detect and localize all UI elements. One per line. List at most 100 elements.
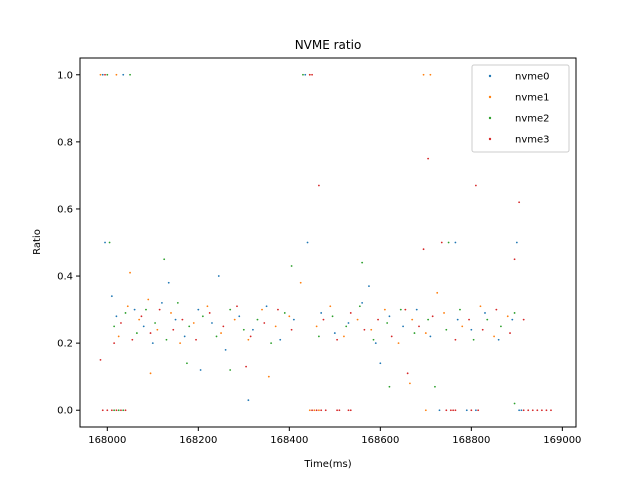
data-point bbox=[317, 409, 320, 412]
data-point bbox=[311, 409, 313, 412]
data-point bbox=[292, 318, 295, 321]
data-point bbox=[113, 409, 116, 412]
data-point bbox=[347, 322, 350, 324]
data-point bbox=[290, 328, 293, 331]
data-point bbox=[349, 312, 352, 314]
data-point bbox=[518, 409, 521, 412]
data-point bbox=[386, 322, 389, 324]
data-point bbox=[447, 241, 450, 244]
x-tick-label: 168200 bbox=[179, 435, 217, 446]
y-axis: 0.0 0.2 0.4 0.6 0.8 1.0 bbox=[57, 70, 80, 417]
data-point bbox=[336, 409, 339, 412]
data-point bbox=[99, 359, 102, 361]
data-point bbox=[474, 184, 477, 187]
data-point bbox=[172, 328, 175, 331]
data-point bbox=[233, 318, 236, 321]
data-point bbox=[149, 372, 152, 375]
data-point bbox=[261, 308, 263, 311]
data-point bbox=[322, 318, 325, 321]
data-point bbox=[238, 315, 241, 318]
data-point bbox=[331, 315, 334, 318]
data-point bbox=[429, 335, 432, 338]
data-point bbox=[363, 328, 366, 331]
data-point bbox=[195, 338, 197, 341]
data-point bbox=[129, 271, 131, 274]
data-point bbox=[110, 409, 113, 412]
data-point bbox=[452, 409, 455, 412]
data-point bbox=[101, 73, 104, 76]
data-point bbox=[445, 409, 448, 412]
series-nvme1 bbox=[99, 73, 509, 412]
data-point bbox=[520, 409, 523, 412]
data-point bbox=[349, 409, 352, 412]
data-point bbox=[183, 335, 186, 338]
data-point bbox=[358, 305, 361, 308]
data-point bbox=[333, 332, 336, 334]
data-point bbox=[345, 325, 348, 328]
data-point bbox=[484, 312, 486, 314]
data-point bbox=[472, 338, 475, 341]
data-point bbox=[115, 315, 118, 318]
data-point bbox=[445, 328, 448, 331]
data-point bbox=[413, 332, 416, 334]
data-point bbox=[449, 409, 452, 412]
data-point bbox=[397, 342, 400, 345]
data-point bbox=[154, 322, 156, 324]
data-point bbox=[147, 298, 150, 301]
legend-marker bbox=[488, 95, 492, 99]
legend-entry-nvme0: nvme0 bbox=[515, 72, 550, 83]
data-point bbox=[113, 342, 116, 345]
data-point bbox=[422, 248, 425, 251]
data-point bbox=[167, 281, 170, 284]
data-point bbox=[506, 315, 509, 318]
y-axis-label: Ratio bbox=[32, 229, 43, 255]
series-nvme3 bbox=[99, 73, 552, 412]
data-point bbox=[338, 409, 341, 412]
data-point bbox=[429, 73, 432, 76]
data-point bbox=[124, 409, 127, 412]
data-point bbox=[361, 261, 364, 264]
data-point bbox=[215, 335, 218, 338]
data-point bbox=[122, 73, 125, 76]
data-point bbox=[179, 342, 182, 345]
data-point bbox=[115, 73, 118, 76]
data-point bbox=[122, 409, 125, 412]
data-point bbox=[149, 332, 152, 334]
data-point bbox=[406, 372, 409, 375]
data-point bbox=[220, 332, 222, 334]
data-point bbox=[317, 184, 320, 187]
data-point bbox=[158, 308, 161, 311]
x-tick-label: 169000 bbox=[543, 435, 581, 446]
data-point bbox=[129, 73, 131, 76]
data-point bbox=[274, 325, 277, 328]
data-point bbox=[242, 328, 245, 331]
data-point bbox=[540, 409, 543, 412]
data-point bbox=[454, 338, 457, 341]
data-point bbox=[317, 335, 320, 338]
data-point bbox=[252, 328, 254, 331]
data-point bbox=[461, 325, 464, 328]
data-point bbox=[356, 318, 359, 321]
data-point bbox=[477, 409, 480, 412]
data-point bbox=[474, 409, 477, 412]
data-point bbox=[390, 335, 393, 338]
y-tick-label: 0.2 bbox=[57, 339, 73, 350]
data-point bbox=[115, 409, 118, 412]
data-point bbox=[306, 241, 309, 244]
data-point bbox=[245, 365, 247, 368]
data-point bbox=[288, 315, 291, 318]
data-point bbox=[283, 312, 286, 314]
data-point bbox=[415, 308, 418, 311]
data-point bbox=[176, 301, 179, 304]
data-point bbox=[324, 409, 327, 412]
legend-entry-nvme3: nvme3 bbox=[515, 135, 550, 146]
data-point bbox=[424, 409, 427, 412]
data-point bbox=[454, 241, 457, 244]
legend-entry-nvme1: nvme1 bbox=[515, 93, 550, 104]
data-point bbox=[263, 322, 266, 324]
legend-marker bbox=[488, 137, 492, 141]
y-tick-label: 0.0 bbox=[57, 406, 73, 417]
data-point bbox=[347, 409, 350, 412]
legend-entry-nvme2: nvme2 bbox=[515, 114, 550, 125]
